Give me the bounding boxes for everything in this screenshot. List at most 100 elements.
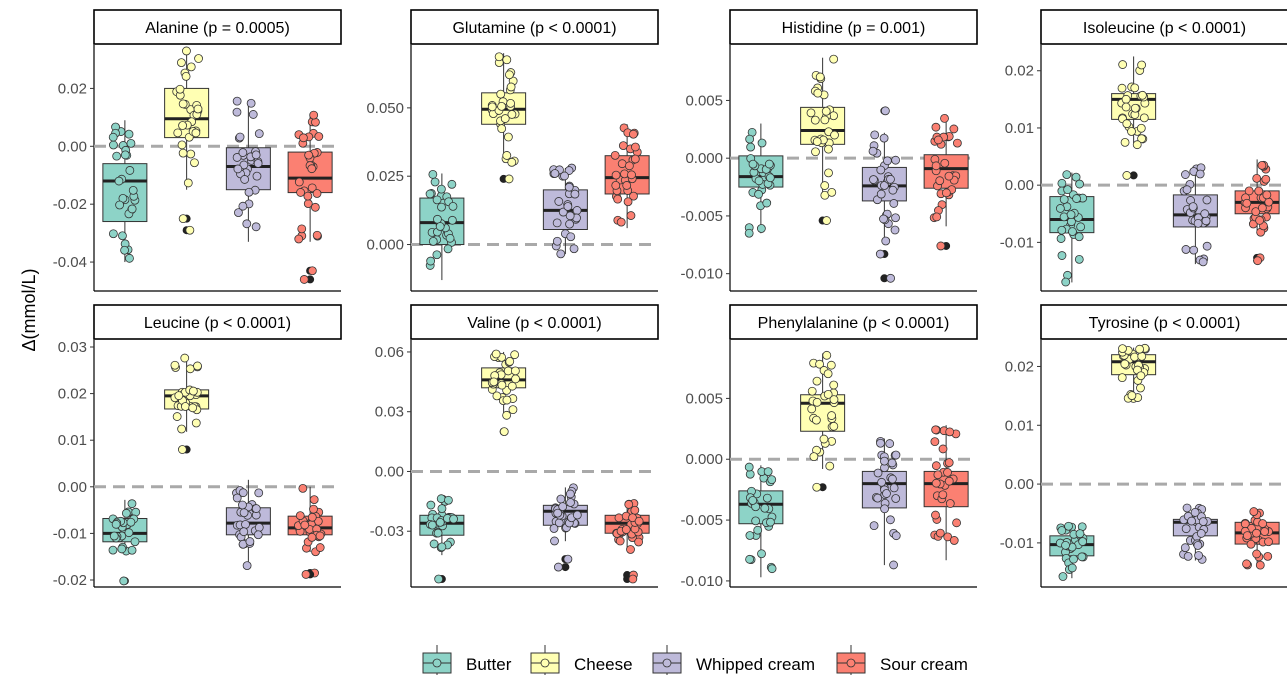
data-point	[232, 96, 242, 106]
data-point	[504, 174, 514, 184]
data-point	[558, 207, 568, 217]
data-point	[935, 176, 945, 186]
data-point	[497, 124, 507, 134]
data-point	[1066, 210, 1076, 220]
data-point	[616, 217, 626, 227]
data-point	[944, 476, 954, 486]
data-point	[251, 222, 261, 232]
data-point	[886, 273, 896, 283]
data-point	[242, 561, 252, 571]
data-point	[891, 531, 901, 541]
data-point	[1117, 83, 1127, 93]
data-point	[1139, 113, 1149, 123]
facet-panel: Alanine (p = 0.0005) -0.04 -0.02 0.00 0.02	[53, 9, 342, 292]
data-point	[427, 520, 437, 530]
data-point	[251, 504, 261, 513]
data-point	[172, 412, 182, 421]
data-point	[807, 404, 817, 414]
facet-panel: Glutamine (p < 0.0001) 0.000 0.025 0.050	[366, 9, 659, 292]
facet-strip	[93, 9, 342, 45]
data-point	[1057, 251, 1067, 260]
data-point	[1136, 123, 1146, 133]
data-point	[560, 171, 569, 181]
y-tick-label: 0.00	[1005, 177, 1034, 194]
data-point	[744, 462, 754, 472]
y-tick-label: -0.005	[680, 208, 723, 225]
data-point	[820, 181, 830, 190]
data-point	[309, 504, 318, 514]
data-point	[190, 158, 199, 168]
data-point	[754, 189, 763, 199]
data-point	[170, 360, 180, 370]
data-point	[238, 201, 248, 211]
data-point	[745, 554, 755, 564]
data-point	[823, 390, 833, 399]
box-cheese	[800, 350, 846, 492]
data-point	[949, 124, 959, 134]
data-point	[186, 149, 196, 159]
data-point	[876, 165, 886, 175]
facet-strip	[410, 9, 659, 45]
y-tick-label: 0.000	[366, 237, 404, 254]
box-cheese	[481, 349, 527, 437]
data-point	[891, 213, 900, 223]
y-tick-label: -0.01	[1000, 535, 1034, 552]
data-point	[1195, 169, 1205, 179]
data-point	[183, 178, 193, 188]
data-point	[503, 132, 513, 142]
data-point	[1121, 94, 1131, 104]
data-point	[1242, 559, 1251, 569]
data-point	[891, 155, 901, 165]
y-tick-label: 0.00	[58, 138, 87, 155]
data-point	[873, 493, 883, 503]
data-point	[1202, 241, 1212, 251]
data-point	[930, 437, 940, 447]
data-point	[435, 517, 445, 527]
box-butter	[102, 120, 148, 263]
data-point	[299, 133, 308, 143]
data-point	[248, 110, 258, 119]
data-point	[437, 542, 447, 552]
box-butter	[102, 499, 148, 586]
data-point	[879, 133, 889, 143]
data-point	[193, 104, 203, 114]
facet-title: Phenylalanine (p < 0.0001)	[758, 315, 950, 332]
data-point	[1064, 521, 1073, 531]
data-point	[1257, 203, 1267, 213]
data-point	[511, 374, 520, 384]
data-point	[1200, 209, 1210, 219]
data-point	[1120, 137, 1130, 147]
data-point	[437, 504, 447, 514]
data-point	[119, 576, 129, 586]
data-point	[502, 410, 512, 420]
data-point	[745, 531, 755, 540]
data-point	[180, 353, 190, 363]
data-point	[117, 544, 127, 554]
data-point	[299, 275, 309, 284]
data-point	[426, 256, 436, 266]
data-point	[945, 499, 955, 508]
data-point	[307, 532, 317, 542]
data-point	[448, 201, 458, 211]
data-point	[173, 128, 183, 138]
y-tick-label: -0.03	[370, 523, 404, 540]
data-point	[949, 536, 959, 545]
box-cheese	[800, 54, 846, 225]
data-point	[891, 450, 901, 460]
data-point	[819, 434, 829, 444]
data-point	[813, 88, 823, 98]
data-point	[436, 184, 446, 194]
legend-key-point	[432, 658, 442, 668]
data-point	[510, 350, 520, 360]
facet-panel: Isoleucine (p < 0.0001) -0.01 0.00 0.01 0.02	[1000, 9, 1287, 292]
data-point	[1255, 560, 1265, 570]
data-point	[552, 236, 562, 246]
data-point	[1059, 195, 1069, 204]
y-tick-label: 0.01	[1005, 417, 1034, 434]
data-point	[114, 176, 124, 186]
data-point	[494, 52, 504, 62]
data-point	[1057, 526, 1067, 535]
data-point	[1258, 519, 1268, 528]
data-point	[888, 474, 897, 484]
legend-label: Sour cream	[880, 655, 968, 674]
